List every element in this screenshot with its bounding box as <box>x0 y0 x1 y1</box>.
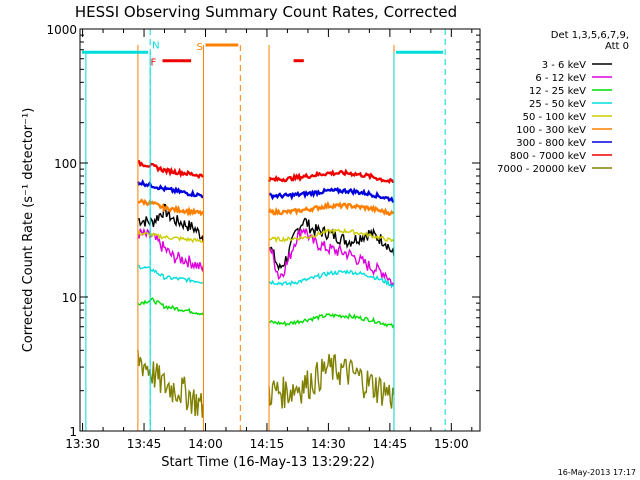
series-line-2-segment-2 <box>268 227 395 289</box>
series-line-4-segment-1 <box>137 264 204 284</box>
series-line-2-segment-1 <box>137 227 205 273</box>
x-tick-label: 13:30 <box>65 437 100 451</box>
plot-frame <box>79 28 481 432</box>
series-line-1-segment-2 <box>268 217 395 272</box>
x-tick-label: 14:00 <box>188 437 223 451</box>
y-tick-label: 100 <box>54 157 77 171</box>
legend-header: Att 0 <box>605 41 629 52</box>
series-line-6-segment-2 <box>267 200 395 217</box>
timestamp-label: 16-May-2013 17:17 <box>558 468 636 477</box>
legend-entry-label: 25 - 50 keV <box>529 99 586 110</box>
legend-entry-label: 12 - 25 keV <box>529 86 586 97</box>
y-tick-label: 1 <box>69 425 77 439</box>
series-line-9-segment-2 <box>268 353 395 409</box>
series-line-4-segment-2 <box>268 269 395 288</box>
legend-entry-label: 100 - 300 keV <box>516 125 586 136</box>
flag-label: S <box>196 42 202 53</box>
legend-entry-label: 3 - 6 keV <box>542 60 586 71</box>
y-tick-label: 10 <box>62 291 77 305</box>
series-line-7-segment-2 <box>268 186 395 203</box>
series-line-5-segment-1 <box>137 229 204 244</box>
legend-entry-label: 6 - 12 keV <box>535 73 586 84</box>
x-tick-label: 14:45 <box>373 437 408 451</box>
series-line-3-segment-1 <box>137 297 204 316</box>
x-tick-label: 14:15 <box>250 437 285 451</box>
legend-entry-label: 50 - 100 keV <box>523 112 587 123</box>
legend-header: Det 1,3,5,6,7,9, <box>551 30 629 41</box>
legend-entry-label: 7000 - 20000 keV <box>497 164 586 175</box>
y-axis: 1 10 100 1000 <box>46 23 480 439</box>
series-line-6-segment-1 <box>137 198 205 217</box>
series-line-8-segment-1 <box>137 160 205 180</box>
y-tick-label: 1000 <box>46 23 77 37</box>
chart-title: HESSI Observing Summary Count Rates, Cor… <box>75 3 457 21</box>
legend-entry-label: 800 - 7000 keV <box>510 151 586 162</box>
x-axis-label: Start Time (16-May-13 13:29:22) <box>161 455 375 470</box>
legend-entry-label: 300 - 800 keV <box>516 138 586 149</box>
flag-label: F <box>150 58 156 69</box>
series-line-9-segment-1 <box>137 349 205 418</box>
legend: Det 1,3,5,6,7,9,Att 0 3 - 6 keV 6 - 12 keV… <box>497 30 629 175</box>
flag-label: N <box>152 40 159 51</box>
y-axis-label: Corrected Count Rate (s⁻¹ detector⁻¹) <box>21 108 36 353</box>
series-line-5-segment-2 <box>268 227 395 244</box>
series-line-1-segment-1 <box>137 203 205 243</box>
x-tick-label: 13:45 <box>127 437 162 451</box>
series-line-3-segment-2 <box>268 312 395 329</box>
x-tick-label: 14:30 <box>311 437 346 451</box>
x-tick-label: 15:00 <box>434 437 469 451</box>
x-axis: 13:30 13:45 14:00 14:15 14:30 14:45 15:00 <box>65 29 473 451</box>
series-line-8-segment-2 <box>267 168 394 184</box>
plot-area: FN S <box>82 29 446 431</box>
series-line-7-segment-1 <box>136 178 204 199</box>
